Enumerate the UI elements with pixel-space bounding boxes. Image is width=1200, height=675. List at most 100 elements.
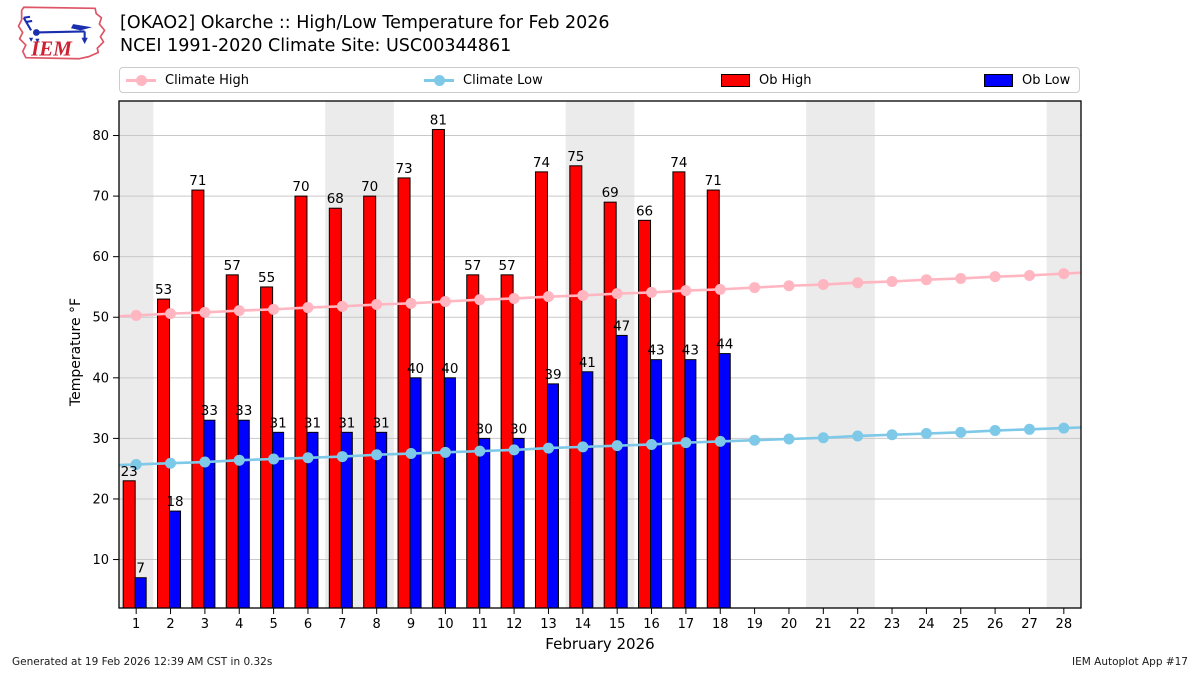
climate-line-marker [542,442,554,454]
climate-line-marker [302,452,314,464]
chart-subtitle: NCEI 1991-2020 Climate Site: USC00344861 [120,36,512,56]
ob-low-value-label: 33 [201,403,218,419]
climate-line-marker [439,446,451,458]
ob-low-bar [546,383,559,609]
ob-high-bar [328,207,342,609]
ob-low-bar [650,359,663,609]
ob-low-bar [684,359,697,609]
climate-line-marker [405,297,417,309]
ob-low-value-label: 44 [716,337,733,353]
legend-label: Ob High [759,72,812,88]
ob-low-bar [409,377,422,609]
x-tick-label: 12 [506,617,523,632]
ob-low-value-label: 47 [613,318,630,334]
climate-line-marker [955,426,967,438]
climate-line-marker [474,294,486,306]
climate-line-marker [886,429,898,441]
y-tick-label: 10 [92,553,109,568]
climate-high-line-marker-icon [126,74,156,86]
ob-low-value-label: 40 [407,361,424,377]
ob-high-value-label: 23 [121,464,138,480]
x-tick-label: 15 [609,617,626,632]
y-tick-label: 30 [92,432,109,447]
ob-high-bar [363,195,377,609]
legend-entry-ob-high: Ob High [721,68,812,92]
ob-high-value-label: 73 [395,161,412,177]
x-tick-label: 5 [269,617,277,632]
climate-line-marker [199,456,211,468]
ob-high-bar [225,274,239,609]
climate-line-marker [749,434,761,446]
climate-line-marker [886,276,898,288]
generated-timestamp: Generated at 19 Feb 2026 12:39 AM CST in… [12,656,273,668]
ob-high-value-label: 55 [258,270,275,286]
x-tick-label: 20 [781,617,798,632]
climate-line-marker [1023,269,1035,281]
climate-line-marker [371,449,383,461]
ob-high-value-label: 74 [533,155,550,171]
x-tick-label: 28 [1056,617,1073,632]
climate-line-marker [680,437,692,449]
y-tick-label: 40 [92,371,109,386]
x-tick-label: 17 [678,617,695,632]
legend-entry-ob-low: Ob Low [984,68,1070,92]
ob-low-bar [718,353,731,609]
x-tick-label: 10 [437,617,454,632]
ob-low-value-label: 33 [235,403,252,419]
ob-low-value-label: 31 [304,415,321,431]
x-tick-label: 8 [373,617,381,632]
climate-line [118,426,1082,467]
ob-high-bar [534,171,548,609]
ob-high-value-label: 53 [155,282,172,298]
legend-label: Climate Low [463,72,543,88]
legend-entry-climate-low: Climate Low [424,68,543,92]
x-tick-label: 13 [540,617,557,632]
legend: Climate High Climate Low Ob High Ob Low [119,67,1080,93]
ob-low-value-label: 7 [136,561,145,577]
ob-high-bar [294,195,308,609]
ob-low-bar [581,371,594,609]
ob-high-value-label: 74 [670,155,687,171]
climate-line-marker [1023,423,1035,435]
climate-line [118,271,1082,318]
ob-high-bar [397,177,411,609]
ob-low-bar [478,437,491,609]
climate-line-marker [611,288,623,300]
ob-low-value-label: 31 [270,415,287,431]
climate-line-marker [680,285,692,297]
climate-line-marker [336,451,348,463]
x-tick-label: 18 [712,617,729,632]
ob-low-value-label: 31 [338,415,355,431]
climate-line-marker [852,430,864,442]
climate-line-marker [130,309,142,321]
x-tick-label: 14 [575,617,592,632]
x-tick-label: 21 [815,617,832,632]
ob-high-value-label: 57 [499,258,516,274]
climate-line-marker [165,308,177,320]
y-tick-label: 60 [92,250,109,265]
iowa-outline-icon [17,6,106,60]
climate-line-marker [508,444,520,456]
ob-high-value-label: 71 [189,173,206,189]
climate-line-marker [989,425,1001,437]
climate-line-marker [646,286,658,298]
x-tick-label: 6 [304,617,312,632]
iem-logo: IEM [17,6,106,61]
ob-high-value-label: 57 [224,258,241,274]
climate-line-marker [439,295,451,307]
ob-high-value-label: 75 [567,149,584,165]
climate-line-marker [714,435,726,447]
ob-high-value-label: 68 [327,191,344,207]
ob-high-bar [603,201,617,609]
climate-line-marker [989,271,1001,283]
ob-low-value-label: 41 [579,355,596,371]
climate-line-marker [577,289,589,301]
climate-line-marker [1058,268,1070,280]
ob-high-value-label: 71 [705,173,722,189]
x-tick-label: 19 [746,617,763,632]
climate-line-marker [336,300,348,312]
title-block: [OKAO2] Okarche :: High/Low Temperature … [120,12,610,58]
plot-border [118,100,1082,609]
climate-line-marker [955,272,967,284]
